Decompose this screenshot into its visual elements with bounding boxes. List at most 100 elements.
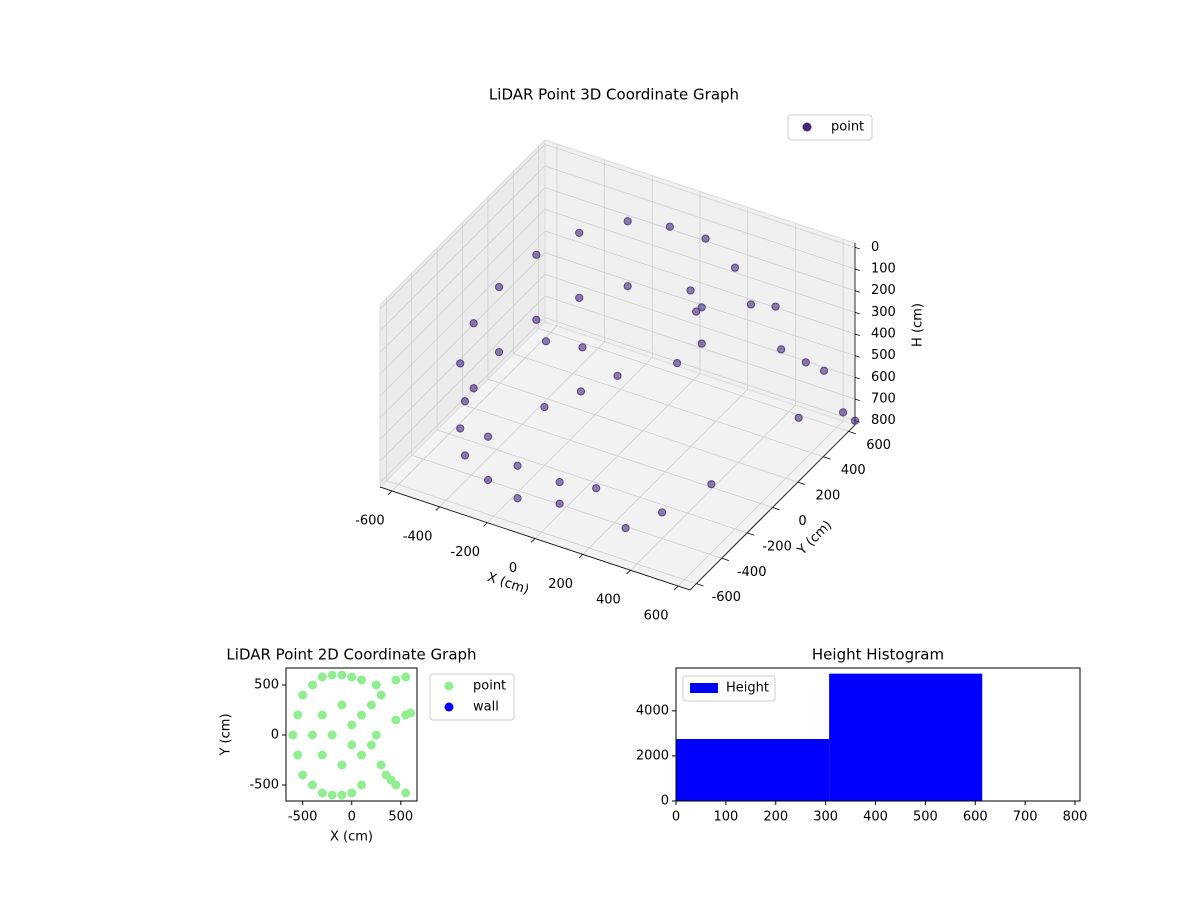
data-point bbox=[307, 730, 317, 740]
y-tick-label: 600 bbox=[866, 438, 891, 453]
data-point bbox=[347, 720, 357, 730]
title: Height Histogram bbox=[812, 646, 944, 664]
grid-line bbox=[379, 165, 546, 332]
axes-frame bbox=[285, 667, 418, 802]
data-point bbox=[317, 788, 327, 798]
data-point bbox=[357, 675, 367, 685]
data-point bbox=[327, 790, 337, 800]
data-point bbox=[347, 788, 357, 798]
tick-mark bbox=[854, 398, 860, 401]
data-point bbox=[623, 282, 632, 291]
data-point bbox=[746, 300, 756, 309]
data-point bbox=[347, 672, 357, 682]
data-point bbox=[692, 307, 701, 316]
data-point bbox=[391, 780, 401, 790]
y-tick-label: 400 bbox=[841, 463, 866, 478]
grid-line bbox=[379, 274, 546, 440]
tick-mark bbox=[626, 569, 631, 575]
x-tick-label: 100 bbox=[713, 810, 738, 825]
y-tick-label: 2000 bbox=[636, 748, 669, 763]
legend-label: point bbox=[831, 120, 864, 135]
x-tick-label: -400 bbox=[403, 529, 433, 544]
data-point bbox=[578, 343, 587, 352]
x-tick-label: -200 bbox=[451, 545, 481, 560]
z-tick-label: 100 bbox=[871, 262, 896, 277]
legend-marker bbox=[444, 702, 454, 712]
data-point bbox=[513, 461, 522, 470]
grid-line bbox=[544, 143, 856, 248]
y-tick-label: 500 bbox=[254, 678, 279, 693]
data-point bbox=[293, 710, 303, 720]
x-tick-label: -600 bbox=[355, 513, 385, 528]
data-point bbox=[613, 371, 622, 380]
data-point bbox=[347, 740, 357, 750]
data-point bbox=[532, 250, 541, 259]
data-point bbox=[337, 790, 347, 800]
y-tick-label: -400 bbox=[737, 565, 767, 580]
y-tick-label: 0 bbox=[271, 728, 279, 743]
x-tick-label: 200 bbox=[763, 810, 788, 825]
grid-line bbox=[544, 165, 856, 270]
y-tick-label: -500 bbox=[249, 778, 279, 793]
x-tick-label: 0 bbox=[348, 810, 356, 825]
data-point bbox=[327, 730, 337, 740]
data-point bbox=[838, 408, 848, 417]
grid-line bbox=[386, 480, 697, 585]
x-tick-label: 0 bbox=[509, 561, 517, 576]
data-point bbox=[850, 416, 860, 425]
legend-marker bbox=[444, 681, 454, 691]
z-tick-label: 300 bbox=[871, 305, 896, 320]
data-point bbox=[658, 508, 667, 517]
data-point bbox=[771, 302, 780, 311]
grid-line bbox=[544, 317, 856, 422]
data-point bbox=[532, 315, 541, 324]
data-point bbox=[575, 228, 584, 237]
tick-mark bbox=[823, 456, 831, 460]
data-point bbox=[469, 319, 478, 328]
data-point bbox=[540, 402, 549, 412]
tick-mark bbox=[772, 507, 780, 511]
x-tick-label: 0 bbox=[672, 810, 680, 825]
data-point bbox=[307, 780, 317, 790]
tick-mark bbox=[530, 538, 536, 543]
data-point bbox=[288, 730, 298, 740]
data-point bbox=[391, 675, 401, 685]
data-point bbox=[371, 680, 381, 690]
data-point bbox=[401, 672, 411, 682]
data-point bbox=[307, 680, 317, 690]
x-tick-label: 500 bbox=[913, 810, 938, 825]
data-point bbox=[483, 432, 493, 441]
y-axis-label: Y (cm) bbox=[219, 713, 234, 756]
data-point bbox=[317, 672, 327, 682]
x-tick-label: 600 bbox=[963, 810, 988, 825]
x-tick-label: 300 bbox=[813, 810, 838, 825]
data-point bbox=[801, 358, 810, 367]
data-point bbox=[293, 750, 303, 760]
grid-line bbox=[379, 252, 546, 418]
grid-line bbox=[544, 230, 856, 335]
data-point bbox=[555, 478, 564, 487]
grid-line bbox=[411, 454, 722, 559]
grid-line bbox=[544, 187, 856, 292]
data-point bbox=[406, 708, 416, 718]
tick-mark bbox=[848, 430, 856, 435]
y-tick-label: 0 bbox=[798, 514, 806, 529]
tick-mark bbox=[435, 506, 440, 511]
z-tick-label: 400 bbox=[871, 327, 896, 342]
data-point bbox=[357, 710, 367, 720]
legend-label: Height bbox=[726, 681, 769, 696]
data-point bbox=[357, 750, 367, 760]
legend-marker bbox=[802, 122, 812, 132]
x-tick-label: 800 bbox=[1063, 810, 1088, 825]
data-point bbox=[317, 710, 327, 720]
tick-mark bbox=[696, 583, 704, 587]
grid-line bbox=[436, 429, 748, 534]
data-point bbox=[460, 397, 470, 406]
z-tick-label: 800 bbox=[871, 413, 896, 428]
z-tick-label: 0 bbox=[871, 240, 879, 255]
grid-line bbox=[379, 187, 546, 353]
y-tick-label: 0 bbox=[661, 794, 669, 809]
bar bbox=[829, 673, 983, 801]
data-point bbox=[391, 715, 401, 725]
data-point bbox=[401, 788, 411, 798]
